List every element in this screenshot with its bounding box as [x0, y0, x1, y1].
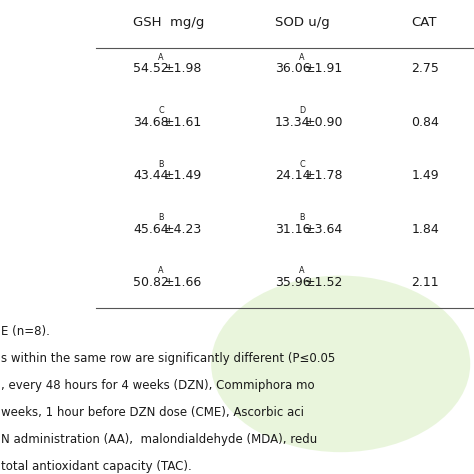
Text: A: A [158, 266, 164, 275]
Text: A: A [300, 53, 305, 62]
Text: CAT: CAT [411, 16, 437, 29]
Text: 1.84: 1.84 [411, 223, 439, 236]
Text: s within the same row are significantly different (P≤0.05: s within the same row are significantly … [1, 352, 336, 365]
Ellipse shape [211, 275, 470, 452]
Text: 45.64: 45.64 [133, 223, 169, 236]
Text: weeks, 1 hour before DZN dose (CME), Ascorbic aci: weeks, 1 hour before DZN dose (CME), Asc… [1, 406, 304, 419]
Text: ±0.90: ±0.90 [305, 116, 344, 129]
Text: ±1.49: ±1.49 [164, 169, 202, 182]
Text: ±1.98: ±1.98 [164, 62, 202, 75]
Text: C: C [158, 106, 164, 115]
Text: E (n=8).: E (n=8). [1, 325, 50, 338]
Text: ±1.52: ±1.52 [305, 276, 344, 289]
Text: 34.68: 34.68 [133, 116, 169, 129]
Text: 24.14: 24.14 [275, 169, 310, 182]
Text: ±1.91: ±1.91 [305, 62, 343, 75]
Text: 13.34: 13.34 [275, 116, 310, 129]
Text: ±3.64: ±3.64 [305, 223, 343, 236]
Text: B: B [300, 213, 305, 222]
Text: 31.16: 31.16 [275, 223, 310, 236]
Text: SOD u/g: SOD u/g [275, 16, 329, 29]
Text: GSH  mg/g: GSH mg/g [133, 16, 205, 29]
Text: 1.49: 1.49 [411, 169, 439, 182]
Text: ±1.78: ±1.78 [305, 169, 344, 182]
Text: 2.75: 2.75 [411, 62, 439, 75]
Text: 2.11: 2.11 [411, 276, 439, 289]
Text: A: A [300, 266, 305, 275]
Text: ±4.23: ±4.23 [164, 223, 202, 236]
Text: 35.96: 35.96 [275, 276, 310, 289]
Text: 43.44: 43.44 [133, 169, 169, 182]
Text: D: D [300, 106, 306, 115]
Text: 50.82: 50.82 [133, 276, 169, 289]
Text: 0.84: 0.84 [411, 116, 439, 129]
Text: ±1.61: ±1.61 [164, 116, 202, 129]
Text: total antioxidant capacity (TAC).: total antioxidant capacity (TAC). [1, 460, 192, 473]
Text: ±1.66: ±1.66 [164, 276, 202, 289]
Text: , every 48 hours for 4 weeks (DZN), Commiphora mo: , every 48 hours for 4 weeks (DZN), Comm… [1, 379, 315, 392]
Text: C: C [300, 160, 305, 169]
Text: B: B [158, 213, 164, 222]
Text: 54.52: 54.52 [133, 62, 169, 75]
Text: N administration (AA),  malondialdehyde (MDA), redu: N administration (AA), malondialdehyde (… [1, 433, 318, 446]
Text: B: B [158, 160, 164, 169]
Text: A: A [158, 53, 164, 62]
Text: 36.06: 36.06 [275, 62, 310, 75]
